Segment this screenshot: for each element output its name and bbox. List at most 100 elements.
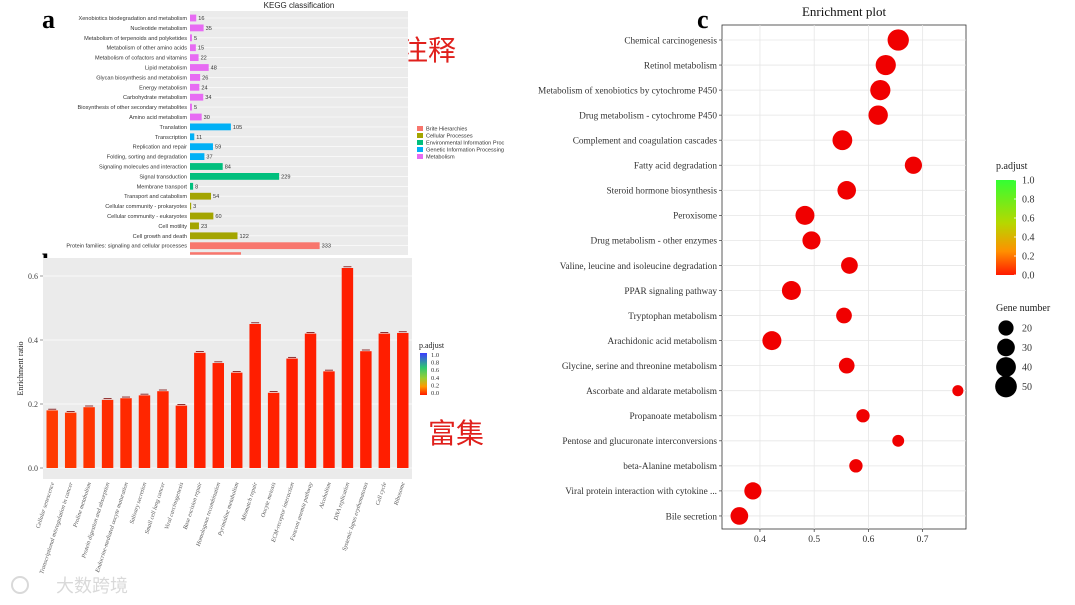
panel-a-category-label: Biosynthesis of other secondary metaboli…: [78, 105, 188, 111]
panel-a-value-label: 54: [213, 194, 219, 200]
panel-a-bar: [190, 163, 223, 170]
watermark: 大数跨境: [11, 576, 128, 597]
panel-a-legend-key: [417, 154, 423, 159]
panel-a-category-label: Lipid metabolism: [145, 66, 187, 72]
panel-c-dot: [952, 385, 964, 397]
panel-a-bar: [190, 202, 192, 210]
panel-a-value-label: 60: [215, 214, 221, 220]
panel-a-category-label: Folding, sorting and degradation: [107, 155, 187, 161]
annotation-fuji: 富集: [428, 417, 484, 450]
panel-a-value-label: 3: [193, 204, 196, 210]
panel-a-category-label: Metabolism of terpenoids and polyketides: [84, 36, 187, 42]
panel-a-bar: [190, 93, 204, 101]
panel-c-dot: [802, 231, 821, 250]
panel-b-bar: [249, 324, 261, 468]
panel-b-ytick-label: 0.0: [28, 464, 38, 473]
panel-a-legend-key: [417, 126, 423, 131]
panel-c-xtick-label: 0.5: [808, 535, 820, 545]
panel-a-value-label: 24: [201, 85, 207, 91]
panel-c-category-label: PPAR signaling pathway: [624, 287, 717, 297]
panel-c-category-label: Pentose and glucuronate interconversions: [562, 437, 717, 447]
panel-a-value-label: 11: [196, 135, 202, 141]
panel-a-value-label: 22: [201, 56, 207, 62]
panel-b-category-label: Oocyte meiosis: [261, 481, 278, 518]
panel-c-legend-color-label: 0.0: [1022, 271, 1035, 282]
panel-a-value-label: 16: [198, 16, 204, 22]
panel-a-value-label: 34: [205, 95, 211, 101]
panel-b-category-label: Cell cycle: [375, 481, 388, 506]
panel-letter-a: a: [42, 5, 55, 34]
panel-b-category-label: Small cell lung cancer: [144, 481, 167, 535]
panel-c-category-label: Drug metabolism - other enzymes: [590, 237, 717, 247]
panel-a-legend-key: [417, 133, 423, 138]
panel-letter-c: c: [697, 5, 709, 34]
panel-a-legend-key: [417, 147, 423, 152]
panel-a-bar: [190, 222, 199, 230]
panel-c-category-label: Fatty acid degradation: [634, 162, 717, 172]
panel-a-bar: [190, 24, 204, 32]
panel-c-legend-color-label: 0.4: [1022, 233, 1035, 244]
panel-a-bar: [190, 242, 320, 250]
panel-b-bar: [304, 333, 317, 468]
panel-a-bar: [190, 14, 197, 22]
panel-c-category-label: Glycine, serine and threonine metabolism: [562, 362, 718, 372]
panel-c-legend-color-label: 0.8: [1022, 195, 1035, 206]
panel-a-value-label: 105: [233, 125, 242, 131]
panel-a-bar: [190, 34, 192, 42]
panel-c-legend-size-title: Gene number: [996, 303, 1051, 314]
panel-b-bar: [194, 352, 206, 468]
panel-c-legend-size-dot: [995, 375, 1017, 398]
panel-b-bar: [138, 395, 151, 468]
panel-b-category-label: Salivary secretion: [129, 482, 148, 525]
panel-a-category-label: Cell motility: [158, 224, 187, 230]
panel-c-xtick-label: 0.7: [917, 535, 929, 545]
panel-c-category-label: Complement and coagulation cascades: [573, 137, 718, 147]
panel-b-bar: [267, 392, 280, 468]
panel-c-category-label: Chemical carcinogenesis: [624, 36, 717, 46]
panel-a-value-label: 8: [195, 184, 198, 190]
panel-c-legend-color-label: 1.0: [1022, 176, 1035, 187]
panel-c-dot: [730, 507, 749, 525]
panel-b-bar: [231, 372, 243, 468]
panel-a-bar: [190, 153, 205, 160]
panel-b-category-label: Endocrine-mediated oocyte maturation: [95, 482, 130, 575]
panel-a-value-label: 15: [198, 46, 204, 52]
panel-a-title: KEGG classification: [264, 1, 335, 10]
panel-c-dot: [744, 482, 762, 500]
panel-a-category-label: Replication and repair: [133, 145, 188, 151]
panel-a-plot-bg: [190, 11, 408, 255]
panel-a-value-label: 35: [206, 26, 212, 32]
panel-a-value-label: 84: [225, 165, 231, 171]
panel-c-legend-size-label: 30: [1022, 343, 1032, 354]
annotation-zhushi: 注释: [400, 34, 456, 67]
panel-b-bar: [378, 333, 391, 468]
panel-c-title: Enrichment plot: [802, 4, 887, 19]
panel-b-legend-tick: 0.6: [431, 367, 440, 374]
panel-b-category-label: Alcoholism: [319, 481, 334, 510]
panel-a-value-label: 23: [201, 224, 207, 230]
panel-a-bar: [190, 232, 238, 240]
panel-c-category-label: beta-Alanine metabolism: [623, 462, 717, 472]
panel-c-dot: [892, 434, 905, 447]
panel-b-ytick-label: 0.6: [28, 272, 38, 281]
panel-c-legend-size-dot: [997, 338, 1015, 357]
panel-c-legend-colorbar: [996, 180, 1016, 275]
panel-a-category-label: Nucleotide metabolism: [130, 26, 187, 32]
panel-c-dot: [904, 156, 923, 174]
panel-a-value-label: 37: [206, 155, 212, 161]
panel-c-category-label: Steroid hormone biosynthesis: [606, 187, 717, 197]
panel-c-category-label: Arachidonic acid metabolism: [608, 337, 718, 347]
panel-c-dot: [868, 105, 888, 125]
panel-a-category-label: Cellular community - prokaryotes: [105, 204, 187, 210]
panel-b-ytick-label: 0.2: [28, 400, 38, 409]
panel-a-value-label: 5: [194, 105, 197, 111]
panel-a-bar: [190, 212, 214, 220]
panel-c-legend-size-label: 20: [1022, 324, 1032, 335]
panel-c-xtick-label: 0.4: [754, 535, 766, 545]
panel-b-bar: [83, 407, 95, 468]
panel-c-dot: [781, 281, 801, 300]
panel-a-bar: [190, 44, 196, 52]
panel-a-category-label: Amino acid metabolism: [129, 115, 187, 121]
panel-b-bar: [46, 410, 58, 468]
